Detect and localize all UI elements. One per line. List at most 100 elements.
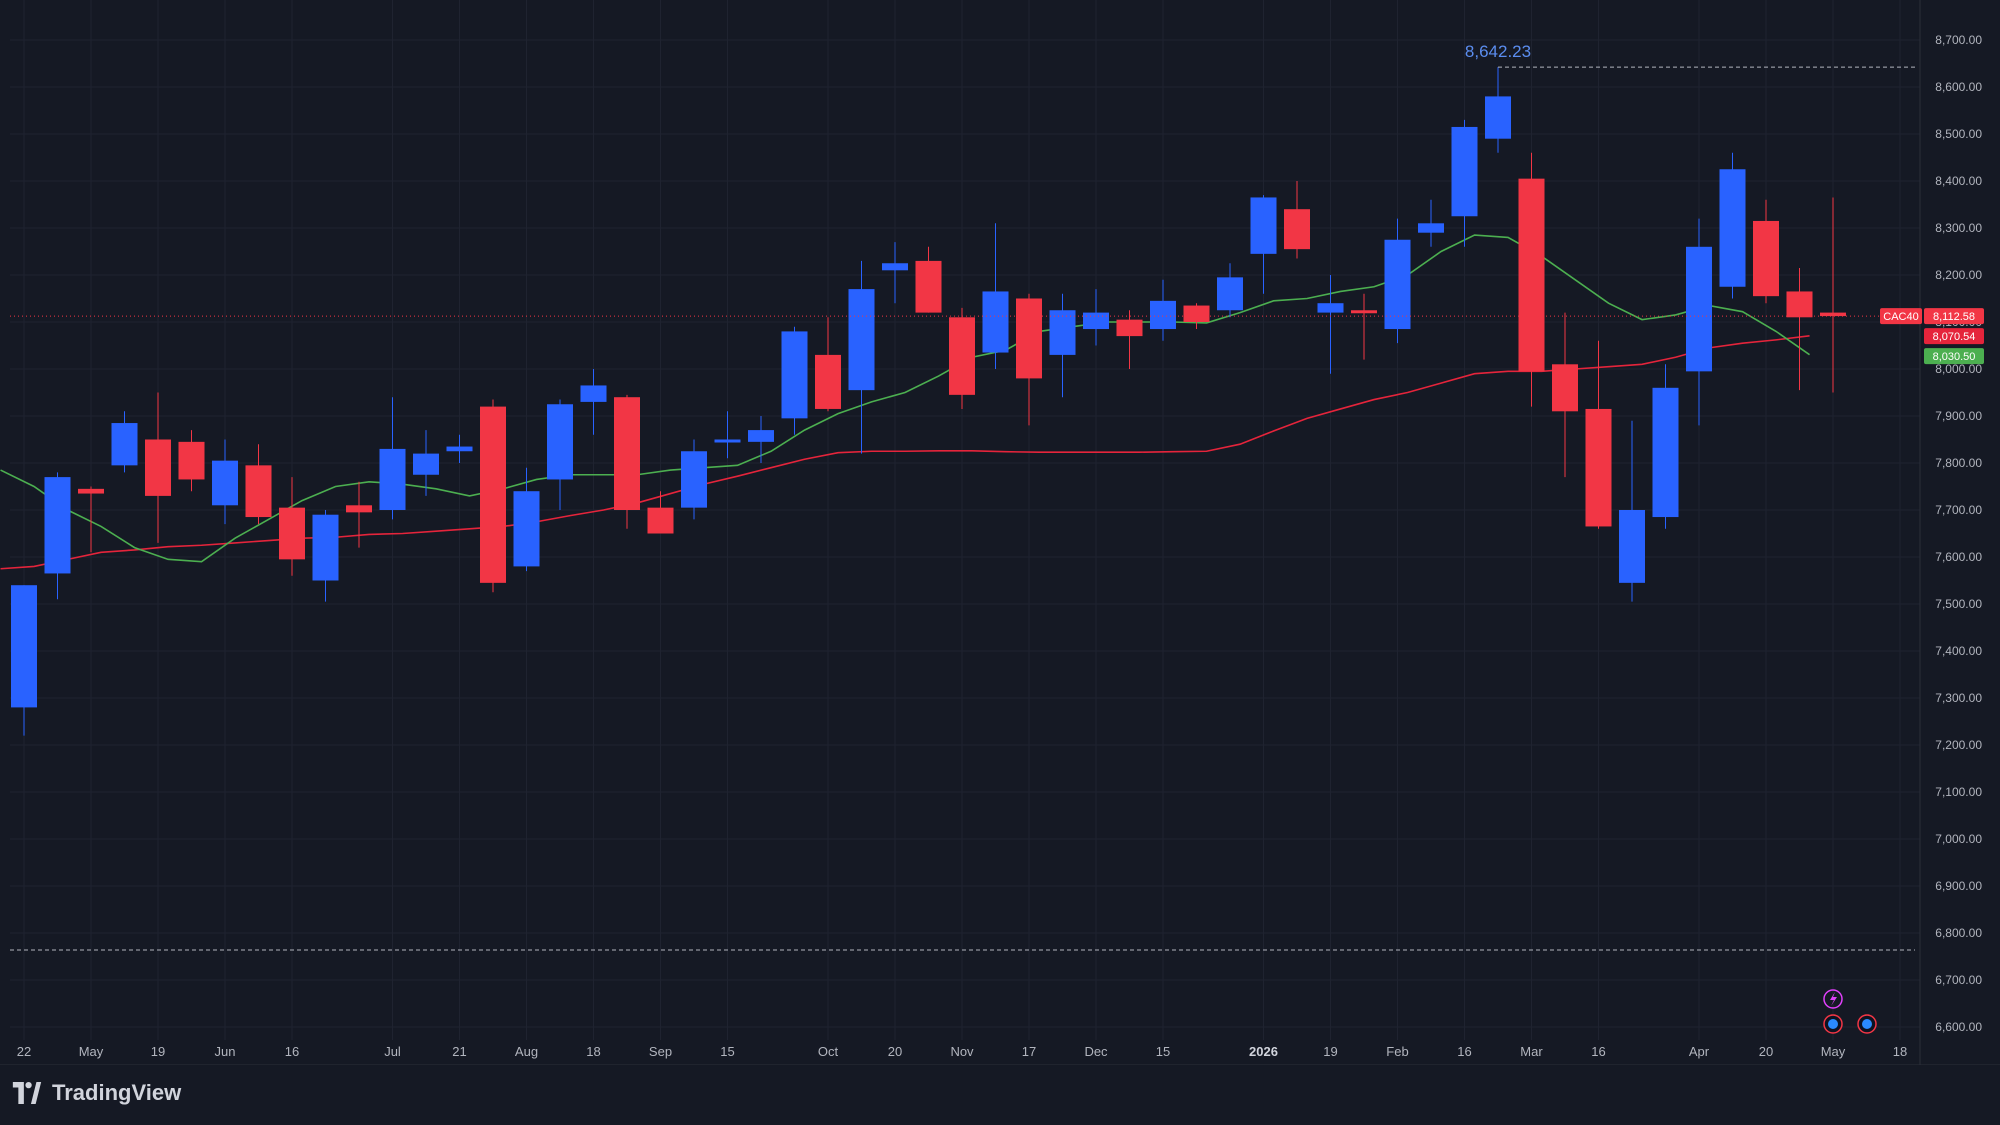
lightning-icon [1823, 989, 1843, 1009]
chart-area[interactable]: 8,642.23 6,600.00 6,700.00 6,800.00 6,900.0… [0, 0, 2000, 1065]
candle-body [1250, 197, 1277, 254]
candle-body [1451, 126, 1478, 217]
y-tick-label: 6,600.00 [1935, 1020, 1982, 1034]
x-tick-label: 2026 [1249, 1044, 1278, 1059]
candle-body [915, 260, 942, 313]
candle-body [111, 423, 138, 466]
annotations: 8,642.23 [10, 42, 1920, 951]
candle-body [78, 488, 104, 494]
y-tick-label: 7,300.00 [1935, 691, 1982, 705]
tradingview-brand[interactable]: TradingView [12, 1080, 181, 1106]
ma-fast-line [0, 234, 1811, 563]
candle-body [1183, 305, 1210, 322]
candle-body [815, 354, 841, 409]
x-tick-label: Jun [215, 1044, 236, 1059]
symbol-tag: CAC40 [1883, 311, 1918, 323]
x-tick-label: 16 [285, 1044, 299, 1059]
candle-body [245, 465, 272, 518]
high-price-label: 8,642.23 [1465, 42, 1531, 61]
candle-body [1351, 310, 1377, 314]
brand-name: TradingView [52, 1080, 182, 1105]
candle-body [1518, 178, 1545, 372]
y-tick-label: 7,100.00 [1935, 785, 1982, 799]
tradingview-logo-icon [12, 1082, 42, 1104]
x-tick-label: May [1821, 1044, 1846, 1059]
candle-body [1217, 277, 1243, 311]
candle-body [1016, 298, 1042, 379]
candle-body [1384, 239, 1411, 330]
x-tick-label: 16 [1591, 1044, 1605, 1059]
candle-body [513, 491, 540, 567]
candle-body [44, 477, 71, 574]
time-axis[interactable]: 22 May 19 Jun 16 Jul 21 Aug 18 Sep 15 Oct 20 Nov 17 Dec… [0, 1044, 2000, 1065]
x-tick-label: 18 [586, 1044, 600, 1059]
x-tick-label: Apr [1689, 1044, 1710, 1059]
y-tick-label: 7,500.00 [1935, 597, 1982, 611]
candle-body [1083, 312, 1109, 330]
candle-body [580, 385, 607, 402]
y-tick-label: 7,400.00 [1935, 644, 1982, 658]
candle-body [1786, 291, 1813, 318]
candle-body [11, 585, 37, 708]
x-tick-label: 19 [151, 1044, 165, 1059]
candle-body [480, 406, 506, 583]
candle-body [949, 317, 975, 395]
candle-body [882, 263, 908, 271]
footer [0, 1065, 2000, 1125]
x-tick-label: Dec [1084, 1044, 1108, 1059]
candle-body [413, 453, 439, 475]
price-axis[interactable]: 6,600.00 6,700.00 6,800.00 6,900.00 7,000.00… [1880, 0, 1984, 1065]
candle-body [312, 514, 339, 581]
globe-event-icon [1857, 1014, 1877, 1034]
candle-body [446, 446, 473, 452]
ma-slow-tag: 8,070.54 [1933, 331, 1976, 343]
y-tick-label: 6,800.00 [1935, 926, 1982, 940]
x-tick-label: 22 [17, 1044, 31, 1059]
x-tick-label: 18 [1893, 1044, 1907, 1059]
y-tick-label: 6,700.00 [1935, 973, 1982, 987]
candle-body [614, 397, 640, 510]
x-tick-label: Nov [950, 1044, 974, 1059]
x-tick-label: 15 [720, 1044, 734, 1059]
event-icons[interactable] [1823, 989, 1877, 1034]
candle-body [982, 291, 1009, 353]
candle-body [1686, 246, 1712, 372]
x-tick-label: 21 [452, 1044, 466, 1059]
candle-body [681, 451, 707, 508]
x-tick-label: 19 [1323, 1044, 1337, 1059]
x-tick-label: Feb [1386, 1044, 1408, 1059]
x-tick-label: 20 [888, 1044, 902, 1059]
ma-fast-tag-bg [1924, 348, 1984, 365]
candle-body [212, 460, 238, 506]
x-tick-label: Oct [818, 1044, 839, 1059]
x-tick-label: May [79, 1044, 104, 1059]
candle-body [1485, 96, 1511, 139]
y-tick-label: 8,000.00 [1935, 362, 1982, 376]
ma-fast-tag: 8,030.50 [1933, 351, 1976, 363]
candle-body [178, 441, 205, 480]
candle-body [346, 505, 372, 513]
y-tick-label: 7,700.00 [1935, 503, 1982, 517]
candle-body [647, 507, 674, 534]
last-price-tag: 8,112.58 [1933, 311, 1975, 323]
x-tick-label: Jul [384, 1044, 401, 1059]
y-tick-label: 7,600.00 [1935, 550, 1982, 564]
candle-body [714, 439, 741, 443]
price-chart[interactable]: 8,642.23 6,600.00 6,700.00 6,800.00 6,900.0… [0, 0, 2000, 1065]
ma-slow-tag-bg [1924, 328, 1984, 345]
candle-body [1552, 364, 1578, 412]
y-tick-label: 7,000.00 [1935, 832, 1982, 846]
x-tick-label: 17 [1022, 1044, 1036, 1059]
candle-body [379, 448, 406, 510]
y-tick-label: 7,900.00 [1935, 409, 1982, 423]
y-tick-label: 8,300.00 [1935, 221, 1982, 235]
y-tick-label: 7,200.00 [1935, 738, 1982, 752]
candle-body [1652, 387, 1679, 518]
y-tick-label: 8,400.00 [1935, 174, 1982, 188]
x-tick-label: Sep [649, 1044, 672, 1059]
candle-body [1619, 510, 1645, 583]
candles [11, 67, 1846, 736]
candle-body [1753, 220, 1779, 297]
candle-body [1284, 209, 1310, 250]
candle-body [748, 430, 774, 442]
